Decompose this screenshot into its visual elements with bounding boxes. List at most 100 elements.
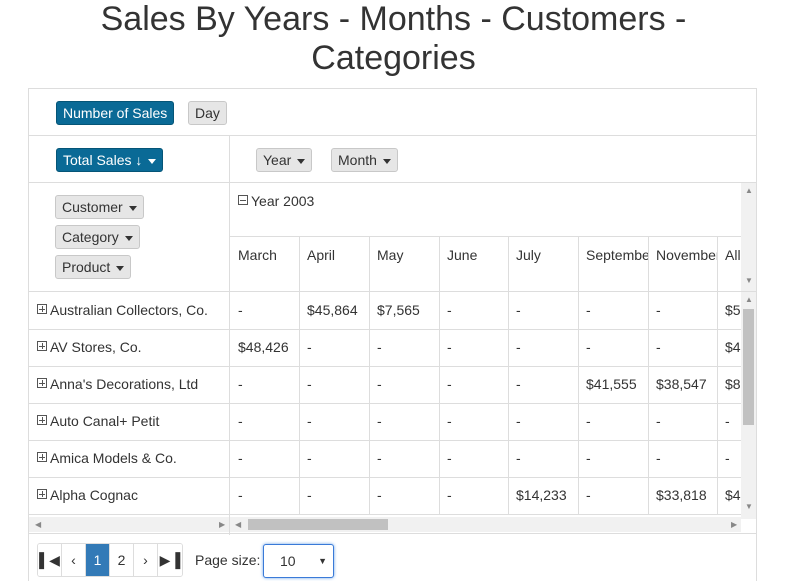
month-header[interactable]: March <box>238 247 277 263</box>
scroll-up-icon[interactable]: ▲ <box>745 186 753 195</box>
table-cell: - <box>377 487 382 503</box>
month-field-button[interactable]: Month <box>331 148 398 172</box>
chevron-down-icon: ▼ <box>318 556 327 566</box>
divider <box>578 440 579 477</box>
table-cell: - <box>307 450 312 466</box>
divider <box>299 403 300 440</box>
table-cell: - <box>307 413 312 429</box>
row-header[interactable]: Alpha Cognac <box>37 487 227 503</box>
table-cell: $45,864 <box>307 302 358 318</box>
expand-icon[interactable] <box>37 341 47 351</box>
month-header[interactable]: September <box>586 247 648 263</box>
table-cell: - <box>377 339 382 355</box>
divider <box>29 440 741 441</box>
row-header[interactable]: Amica Models & Co. <box>37 450 227 466</box>
expand-icon[interactable] <box>37 489 47 499</box>
divider <box>578 477 579 514</box>
next-page-button[interactable]: › <box>134 544 158 576</box>
row-header-horizontal-scrollbar[interactable] <box>29 517 229 532</box>
down-arrow-icon: ↓ <box>135 152 143 168</box>
scroll-left-icon[interactable]: ◀ <box>35 520 42 529</box>
first-page-button[interactable]: ▌◀ <box>38 544 62 576</box>
table-cell: - <box>656 302 661 318</box>
table-cell: $33,818 <box>656 487 707 503</box>
divider <box>29 533 756 534</box>
product-field-label: Product <box>62 259 111 275</box>
year-group-header[interactable]: Year 2003 <box>238 193 314 209</box>
scroll-up-icon[interactable]: ▲ <box>745 295 753 304</box>
month-header[interactable]: May <box>377 247 404 263</box>
divider <box>648 477 649 514</box>
total-sales-sort-button[interactable]: Total Sales ↓ <box>56 148 164 172</box>
table-cell: - <box>447 302 452 318</box>
divider <box>578 329 579 366</box>
collapse-icon[interactable] <box>238 195 248 205</box>
divider <box>299 477 300 514</box>
scroll-down-icon[interactable]: ▼ <box>745 502 753 511</box>
month-header[interactable]: July <box>516 247 541 263</box>
month-field-label: Month <box>338 152 377 168</box>
row-header[interactable]: AV Stores, Co. <box>37 339 227 355</box>
category-field-button[interactable]: Category <box>55 225 140 249</box>
horizontal-scroll-thumb[interactable] <box>248 519 388 530</box>
month-header[interactable]: November <box>656 247 717 263</box>
header-vertical-scrollbar[interactable] <box>741 183 756 291</box>
scroll-down-icon[interactable]: ▼ <box>745 276 753 285</box>
divider <box>508 440 509 477</box>
table-cell: - <box>656 339 661 355</box>
page-size-select[interactable]: 10 ▼ <box>263 544 334 578</box>
number-of-sales-button[interactable]: Number of Sales <box>56 101 175 125</box>
row-header[interactable]: Australian Collectors, Co. <box>37 302 227 318</box>
table-cell: - <box>377 413 382 429</box>
title-line-1: Sales By Years - Months - Customers - <box>100 0 687 38</box>
divider <box>648 292 649 329</box>
divider <box>369 477 370 514</box>
scroll-right-icon[interactable]: ▶ <box>219 520 226 529</box>
table-cell: $5 <box>725 302 741 318</box>
divider <box>717 477 718 514</box>
expand-icon[interactable] <box>37 415 47 425</box>
year-field-button[interactable]: Year <box>256 148 313 172</box>
divider <box>578 403 579 440</box>
page-1-button[interactable]: 1 <box>86 544 110 576</box>
last-page-button[interactable]: ▶▐ <box>158 544 182 576</box>
divider <box>648 366 649 403</box>
scroll-right-icon[interactable]: ▶ <box>731 520 738 529</box>
customer-name: Auto Canal+ Petit <box>50 413 160 429</box>
page-2-button[interactable]: 2 <box>110 544 134 576</box>
year-field-label: Year <box>263 152 292 168</box>
customer-field-button[interactable]: Customer <box>55 195 144 219</box>
month-header[interactable]: All <box>725 247 741 263</box>
table-cell: $38,547 <box>656 376 707 392</box>
table-cell: - <box>725 413 730 429</box>
divider <box>717 440 718 477</box>
pagination: ▌◀ ‹ 1 2 › ▶▐ <box>37 543 183 577</box>
product-field-button[interactable]: Product <box>55 255 132 279</box>
prev-page-button[interactable]: ‹ <box>62 544 86 576</box>
vertical-scroll-thumb[interactable] <box>743 309 754 425</box>
first-page-icon: ▌◀ <box>39 552 60 568</box>
table-cell: - <box>516 339 521 355</box>
category-field-label: Category <box>62 229 119 245</box>
divider <box>369 403 370 440</box>
day-button[interactable]: Day <box>188 101 227 125</box>
row-header[interactable]: Anna's Decorations, Ltd <box>37 376 227 392</box>
expand-icon[interactable] <box>37 378 47 388</box>
month-header[interactable]: June <box>447 247 478 263</box>
month-header[interactable]: April <box>307 247 336 263</box>
divider <box>717 292 718 329</box>
row-header[interactable]: Auto Canal+ Petit <box>37 413 227 429</box>
table-cell: - <box>447 339 452 355</box>
divider <box>299 236 300 292</box>
chevron-down-icon <box>382 158 391 164</box>
expand-icon[interactable] <box>37 452 47 462</box>
customer-field-label: Customer <box>62 199 123 215</box>
divider <box>508 477 509 514</box>
expand-icon[interactable] <box>37 304 47 314</box>
scroll-left-icon[interactable]: ◀ <box>235 520 242 529</box>
divider <box>717 366 718 403</box>
table-cell: - <box>586 413 591 429</box>
table-cell: - <box>586 339 591 355</box>
divider <box>29 403 741 404</box>
page-size-label: Page size: <box>195 552 261 568</box>
